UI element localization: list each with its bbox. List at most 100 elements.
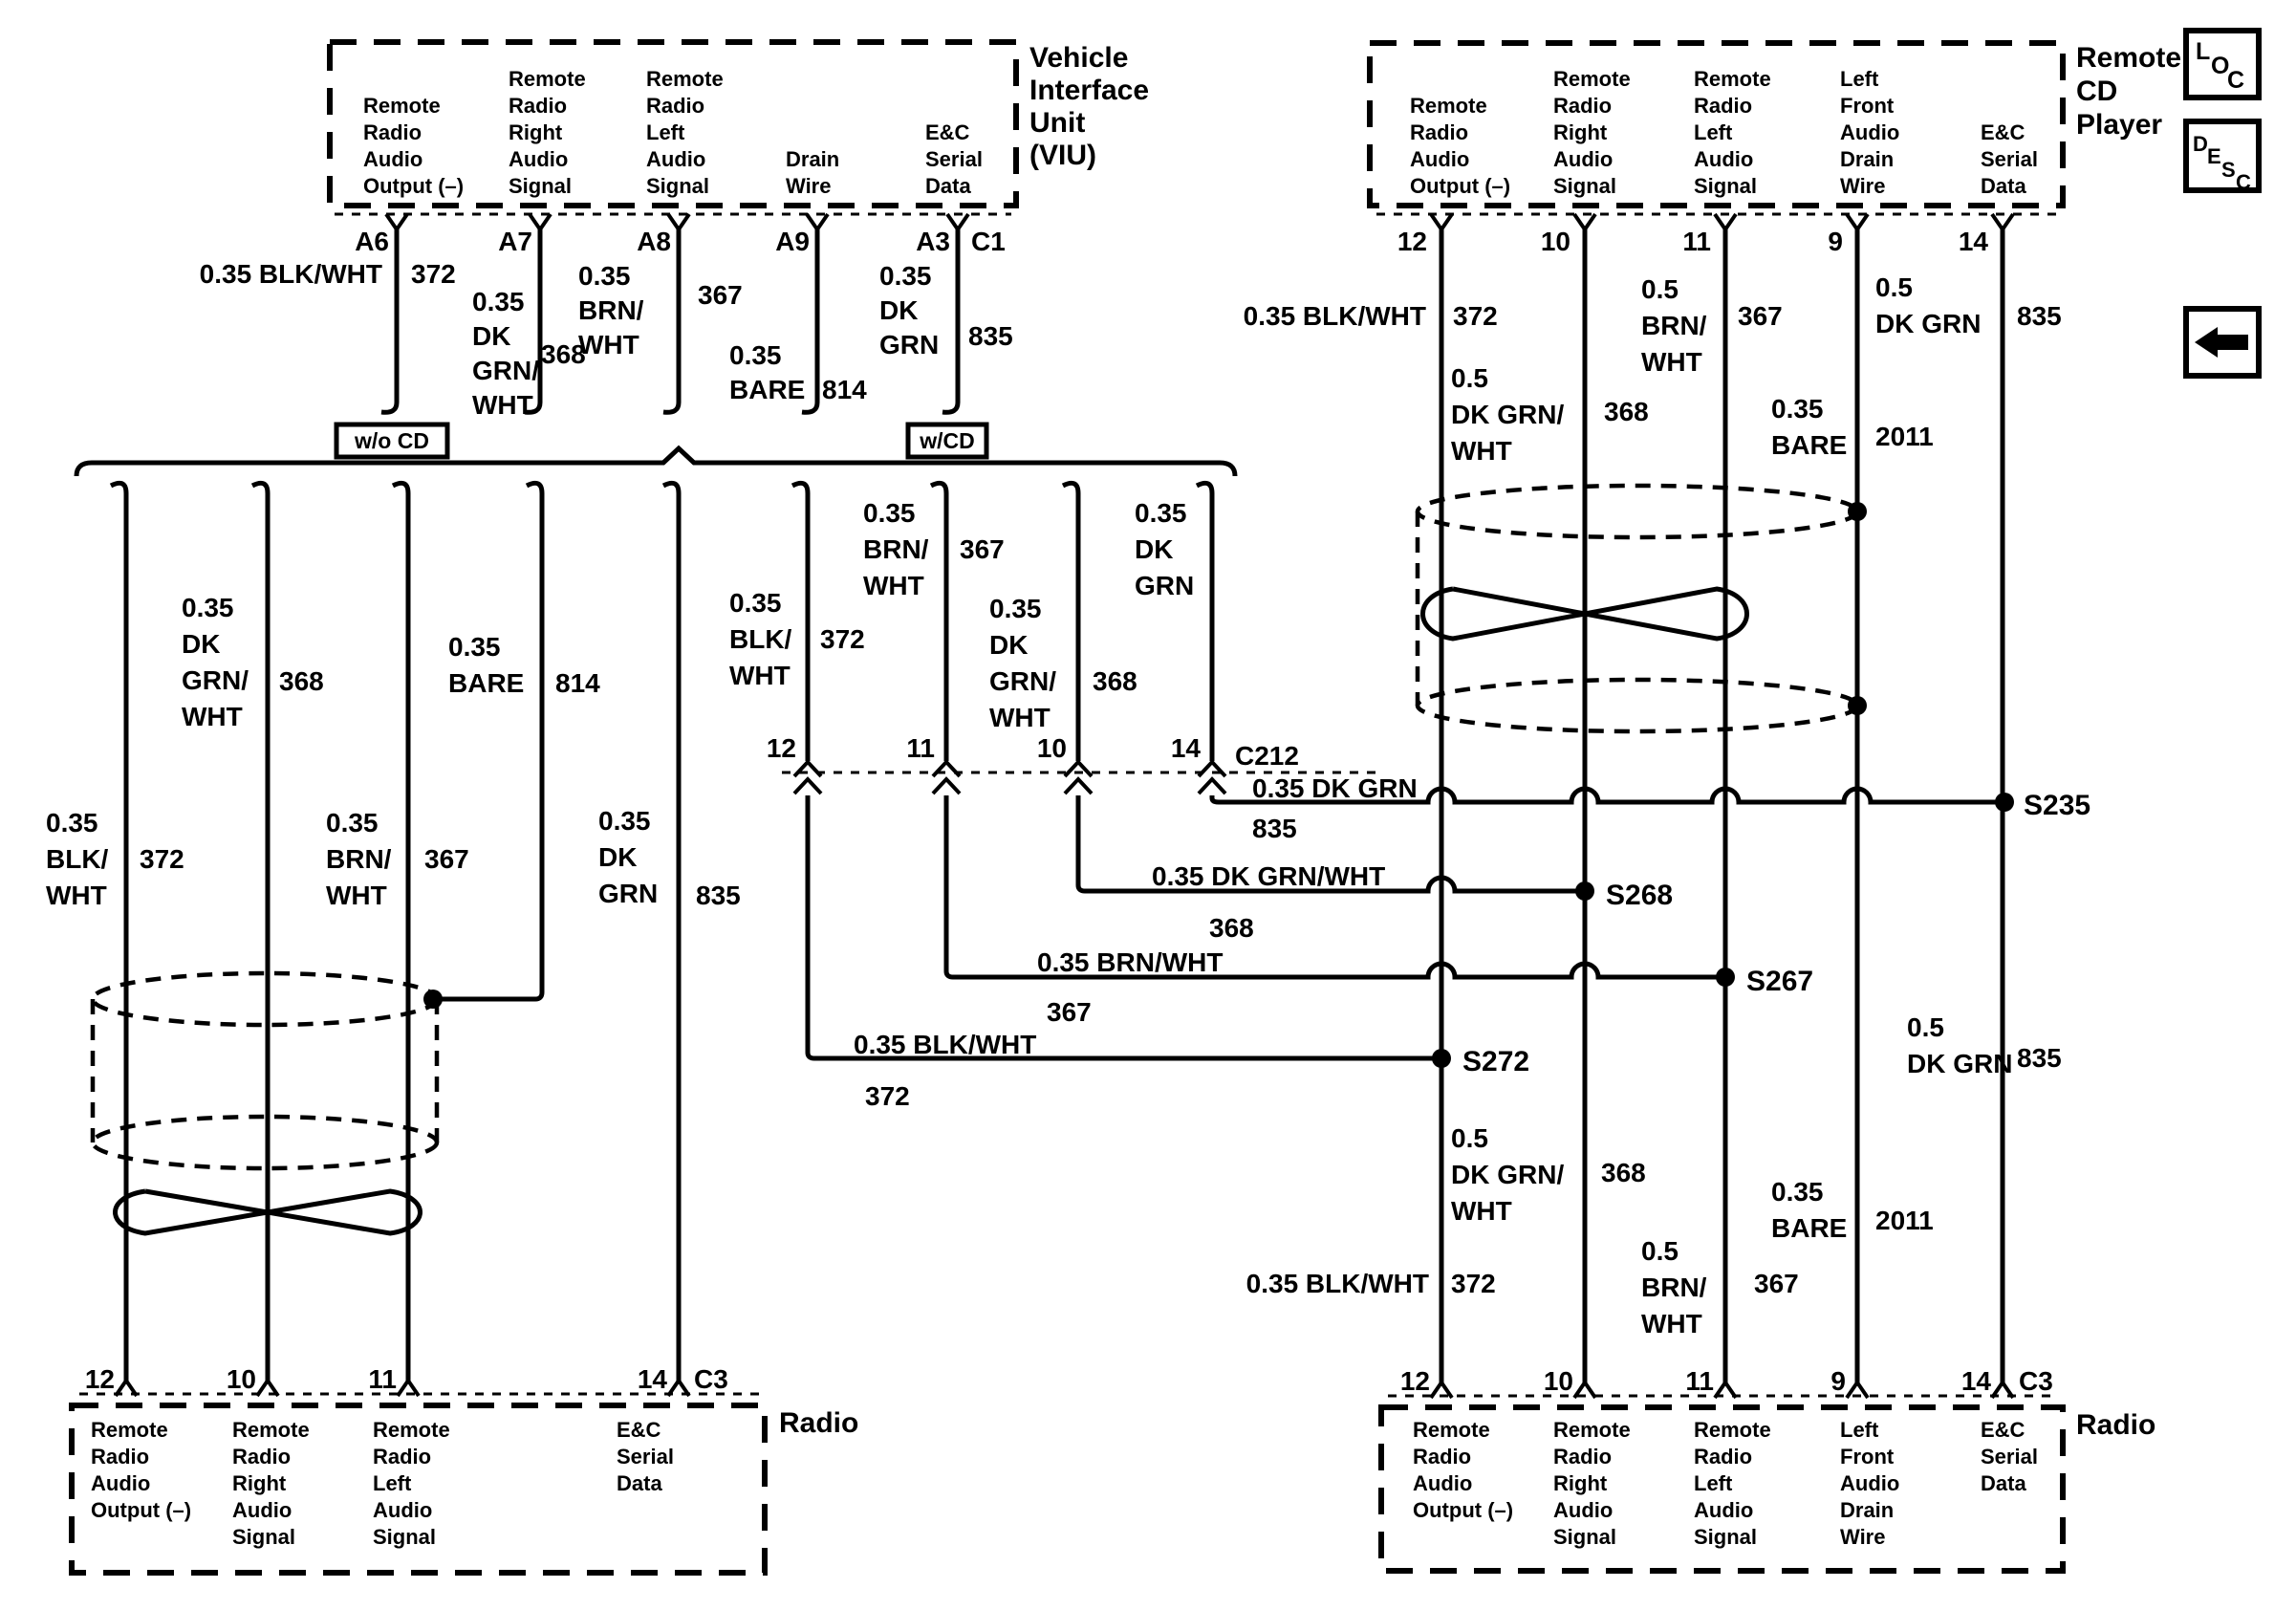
radio-right-title: Radio — [2076, 1409, 2155, 1441]
right-wire9-circuit-lower: 2011 — [1875, 1206, 1934, 1235]
wire-372-left — [109, 480, 129, 1382]
splice-s272-id: S272 — [1462, 1046, 1529, 1077]
radio-right-pin-9: 9 — [1830, 1366, 1846, 1396]
wire-367-left — [391, 480, 411, 1382]
radio-left-pin-14: 14 — [638, 1364, 668, 1394]
radio-right-pin-14-label: E&C Serial Data — [1981, 1418, 2038, 1495]
viu-wire-a6-color: 0.35 BLK/WHT — [200, 259, 382, 289]
drain-shield-dot-top-right — [1848, 502, 1867, 521]
right-wire9-color-upper: 0.35 BARE — [1771, 394, 1847, 460]
right-wire11-color-lower: 0.5 BRN/WHT — [1641, 1236, 1707, 1338]
harness-wire4-circuit: 814 — [555, 668, 600, 698]
radio-left-title: Radio — [779, 1407, 858, 1439]
right-wire9-color-lower: 0.35 BARE — [1771, 1177, 1847, 1243]
radio-left-pin-14-label: E&C Serial Data — [617, 1418, 674, 1495]
harness-wire1-circuit: 372 — [140, 844, 184, 874]
harness-wire1-color: 0.35 BLK/WHT — [46, 808, 109, 910]
desc-letter-s: S — [2221, 158, 2236, 182]
viu-pin-a3-id: A3 — [916, 227, 950, 256]
harness-wire5-circuit: 835 — [696, 881, 741, 910]
radio-left-pin-10: 10 — [227, 1364, 256, 1394]
viu-pin-c1-label: E&C Serial Data — [925, 120, 983, 198]
harness-wire8-color: 0.35 DK GRN/WHT — [989, 594, 1056, 732]
diagram-text-labels: Vehicle Interface Unit (VIU) Remote Radio Audi… — [46, 38, 2251, 1549]
viu-pin-a7-id: A7 — [498, 227, 532, 256]
splice-s235-dot — [1995, 793, 2014, 812]
radio-left-pin-fork-icons — [114, 1379, 691, 1398]
left-harness-wires — [109, 480, 2004, 1382]
right-wire12-color-upper: 0.35 BLK/WHT — [1244, 301, 1426, 331]
wire-814-drain-left — [438, 480, 545, 1002]
radio-right-pin-14: 14 — [1961, 1366, 1992, 1396]
radio-left-pin-11-label: Remote Radio Left Audio Signal — [373, 1418, 450, 1549]
right-wire14-circuit-upper: 835 — [2017, 301, 2062, 331]
viu-dashed-box — [327, 39, 1019, 208]
harness-wire8-circuit: 368 — [1093, 666, 1137, 696]
back-arrow-icon[interactable] — [2195, 327, 2248, 358]
viu-title: Vehicle Interface Unit (VIU) — [1029, 42, 1149, 171]
cd-pin-12-label: Remote Radio Audio Output (–) — [1410, 94, 1510, 198]
cd-pin-14-id: 14 — [1959, 227, 1989, 256]
shield-bottom-ellipse-icon-right — [1415, 677, 1860, 734]
right-wire11-circuit-lower: 367 — [1754, 1269, 1799, 1298]
desc-letter-e: E — [2207, 144, 2221, 168]
radio-left-pin-12-label: Remote Radio Audio Output (–) — [91, 1418, 191, 1522]
viu-wire-a8-color: 0.35 BRN/WHT — [578, 261, 644, 359]
radio-right-dashed-box — [1378, 1404, 2066, 1574]
twisted-pair-icon-left — [113, 1188, 422, 1236]
legend-corner — [2183, 28, 2262, 379]
wire-372-to-s272 — [791, 480, 1441, 1061]
radio-right-pin-10: 10 — [1544, 1366, 1573, 1396]
back-arrow-box[interactable] — [2183, 306, 2262, 379]
harness-wire5-color: 0.35 DK GRN — [598, 806, 658, 908]
right-wire9-circuit-upper: 2011 — [1875, 422, 1934, 451]
viu-pin-a8-id: A8 — [637, 227, 671, 256]
splice-s235-circuit: 835 — [1252, 814, 1297, 843]
viu-wire-a8-circuit: 367 — [698, 280, 743, 310]
harness-wire3-circuit: 367 — [424, 844, 469, 874]
drain-to-shield-junction-dot — [423, 990, 443, 1009]
cd-pin-10-label: Remote Radio Right Audio Signal — [1553, 67, 1631, 198]
cd-pin-9-label: Left Front Audio Drain Wire — [1840, 67, 1899, 198]
harness-wire3-color: 0.35 BRN/WHT — [326, 808, 392, 910]
tag-with-cd: w/CD — [919, 428, 975, 453]
right-wire14-circuit-lower: 835 — [2017, 1043, 2062, 1073]
harness-wire7-circuit: 367 — [960, 534, 1005, 564]
loc-letter-o: O — [2211, 53, 2229, 79]
harness-wire2-circuit: 368 — [279, 666, 324, 696]
c212-pin-12: 12 — [767, 733, 796, 763]
harness-wire7-color: 0.35 BRN/WHT — [863, 498, 929, 600]
tag-without-cd: w/o CD — [354, 428, 429, 453]
splice-s268-id: S268 — [1606, 880, 1673, 911]
viu-pin-c1-id: C1 — [971, 227, 1006, 256]
harness-brace — [74, 445, 1238, 477]
wire-368-to-s268 — [1061, 480, 1585, 894]
desc-letter-d: D — [2193, 132, 2208, 156]
viu-pin-a6-label: Remote Radio Audio Output (–) — [363, 94, 464, 198]
viu-wire-a7-circuit: 368 — [541, 339, 586, 369]
harness-wire6-circuit: 372 — [820, 624, 865, 654]
splice-s267-color: 0.35 BRN/WHT — [1037, 947, 1223, 977]
radio-right-pin-12-label: Remote Radio Audio Output (–) — [1413, 1418, 1513, 1522]
right-wire11-circuit-upper: 367 — [1738, 301, 1783, 331]
right-wire12-circuit-upper: 372 — [1453, 301, 1498, 331]
cd-pin-11-id: 11 — [1682, 227, 1711, 256]
right-wire10-color-lower: 0.5 DK GRN/WHT — [1451, 1123, 1564, 1226]
splice-s267-circuit: 367 — [1047, 997, 1092, 1027]
desc-icon — [2183, 119, 2262, 193]
right-wire10-color-upper: 0.5 DK GRN/WHT — [1451, 363, 1564, 466]
radio-right-pin-11-label: Remote Radio Left Audio Signal — [1694, 1418, 1771, 1549]
right-wire11-color-upper: 0.5 BRN/WHT — [1641, 274, 1707, 377]
right-wire10-circuit-upper: 368 — [1604, 397, 1649, 426]
tag-with-cd-box — [905, 422, 989, 460]
viu-wire-a9-circuit: 814 — [822, 375, 867, 404]
left-shield-assembly — [90, 970, 443, 1236]
right-wire14-color-lower: 0.5 DK GRN — [1907, 1012, 2012, 1078]
right-wire12-color-lower: 0.35 BLK/WHT — [1246, 1269, 1429, 1298]
cd-pin-11-label: Remote Radio Left Audio Signal — [1694, 67, 1771, 198]
tag-without-cd-box — [334, 422, 450, 460]
cd-pin-9-id: 9 — [1828, 227, 1843, 256]
radio-left-pin-12: 12 — [85, 1364, 115, 1394]
splice-s272-color: 0.35 BLK/WHT — [854, 1030, 1036, 1059]
cd-player-dashed-box — [1367, 40, 2066, 208]
